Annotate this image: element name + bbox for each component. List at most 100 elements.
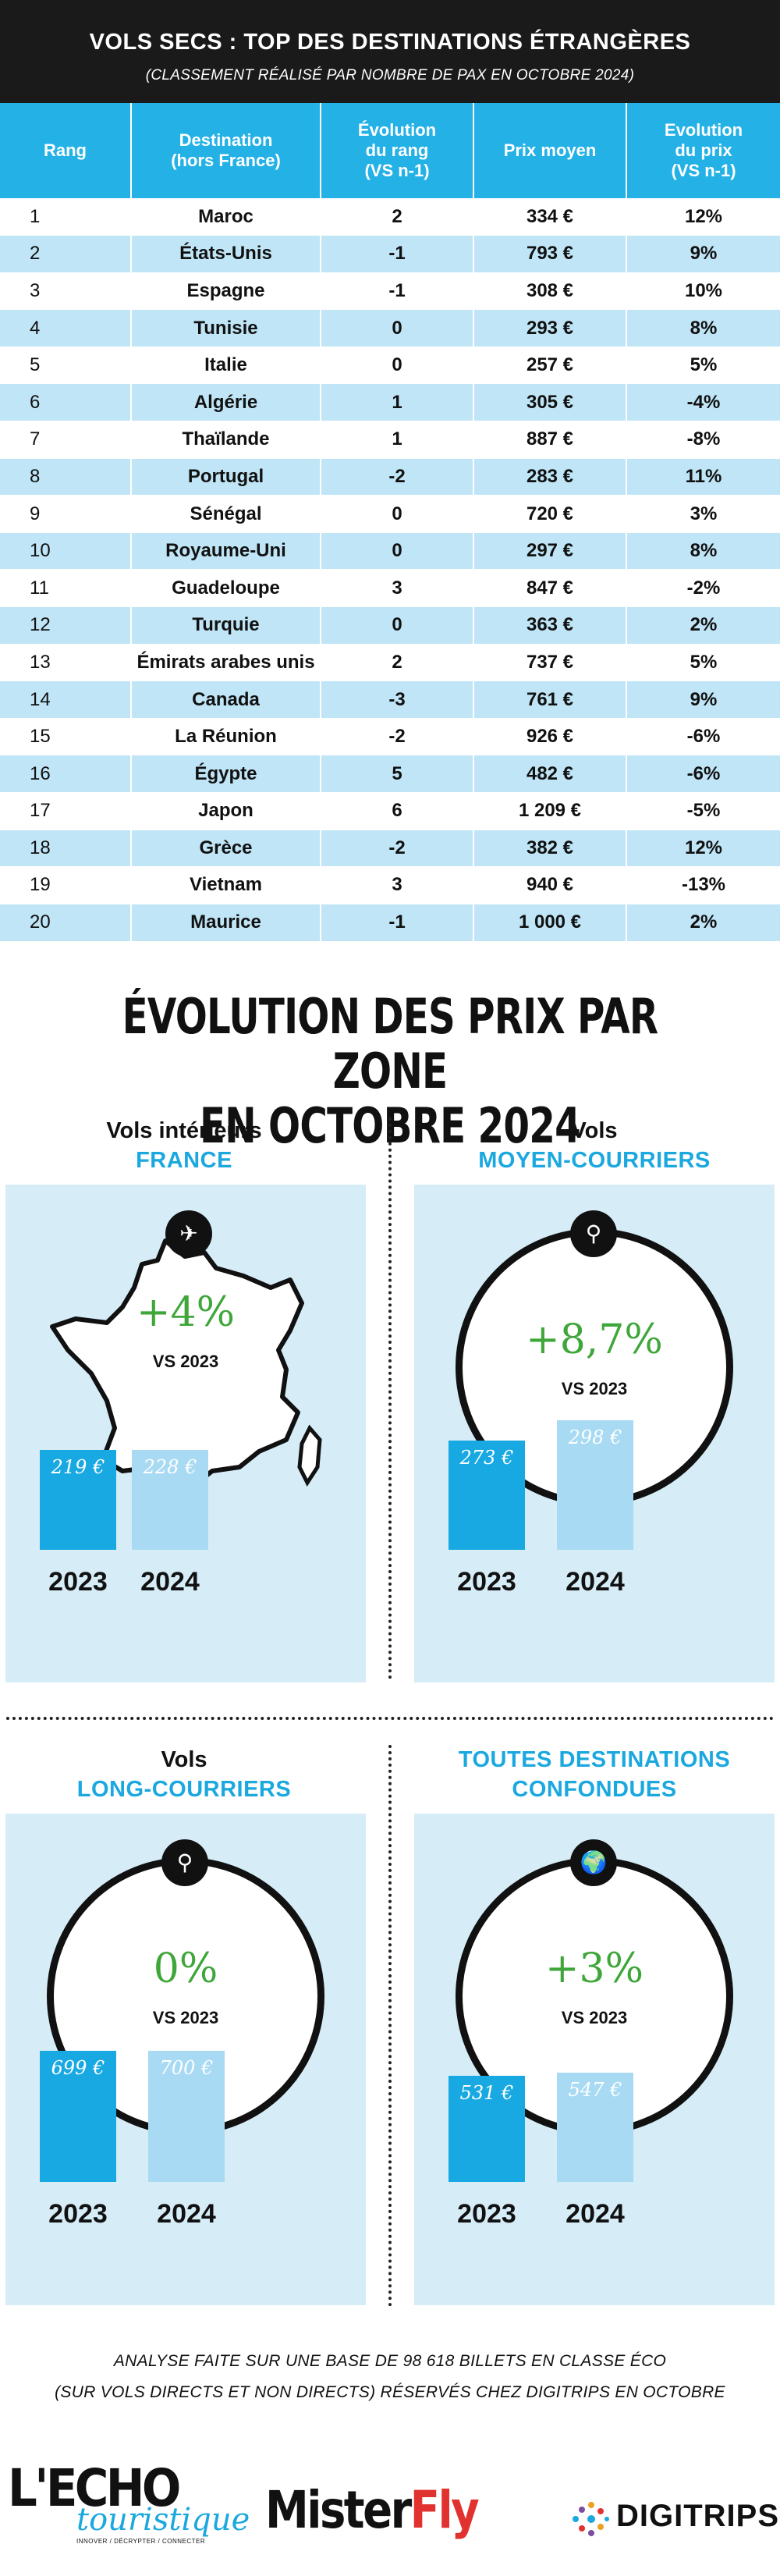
digitrips-logo: DIGITRIPS — [566, 2489, 778, 2544]
table-cell: Maurice — [131, 903, 321, 941]
footnote-line2: (SUR VOLS DIRECTS ET NON DIRECTS) RÉSERV… — [55, 2383, 725, 2401]
table-cell: 3 — [321, 866, 474, 904]
table-cell: 0 — [321, 309, 474, 347]
change-percent: 0% — [153, 1945, 218, 1992]
destinations-table: Rang Destination (hors France) Évolution d… — [0, 103, 780, 941]
table-cell: 2 — [0, 235, 132, 273]
header-title: VOLS SECS : TOP DES DESTINATIONS ÉTRANGÈ… — [89, 30, 691, 55]
bar-2023: 219 € — [40, 1450, 116, 1550]
vs-label: VS 2023 — [152, 1352, 219, 1371]
table-cell: 20 — [0, 903, 132, 941]
table-cell: 3 — [321, 569, 474, 607]
table-cell: 2 — [321, 197, 474, 236]
table-cell: 8% — [626, 531, 780, 570]
table-cell: 482 € — [473, 755, 627, 793]
vertical-divider-top — [388, 1117, 392, 1679]
bar-value-label: 531 € — [459, 2082, 514, 2104]
table-row: 7 Thaïlande 1 887 € -8% — [0, 421, 780, 459]
table-cell: 8% — [626, 309, 780, 347]
echo-logo-tagline: INNOVER / DÉCRYPTER / CONNECTER — [76, 2538, 206, 2545]
column-header: Évolution du rang (VS n-1) — [321, 103, 474, 198]
table-cell: Grèce — [131, 829, 321, 867]
vertical-divider-bottom — [388, 1745, 392, 2307]
table-cell: 5% — [626, 643, 780, 681]
bar-2023: 273 € — [448, 1441, 525, 1550]
panel-label-accent: MOYEN-COURRIERS — [478, 1148, 711, 1173]
panel-label-medium-haul: Vols MOYEN-COURRIERS — [415, 1116, 774, 1175]
table-row: 1 Maroc 2 334 €12% — [0, 197, 780, 236]
table-cell: -2 — [321, 829, 474, 867]
table-cell: 761 € — [473, 680, 627, 719]
bar-value-label: 228 € — [143, 1456, 197, 1478]
table-cell: 13 — [0, 643, 132, 681]
bar-value-label: 547 € — [568, 2079, 622, 2101]
world-map-icon: 🌍 — [570, 1839, 617, 1886]
footnote: ANALYSE FAITE SUR UNE BASE DE 98 618 BIL… — [0, 2346, 780, 2408]
table-cell: Émirats arabes unis — [131, 643, 321, 681]
table-cell: -1 — [321, 903, 474, 941]
digitrips-dots-icon — [573, 2502, 609, 2536]
table-cell: 847 € — [473, 569, 627, 607]
table-cell: 293 € — [473, 309, 627, 347]
panel-long-haul: 0% VS 2023 ⚲ 699 € 2023 700 € 2024 — [5, 1814, 366, 2305]
panel-label-long-haul: Vols LONG-COURRIERS — [5, 1745, 363, 1804]
bar-2024: 700 € — [148, 2051, 225, 2182]
table-row: 17 Japon 6 1 209 € -5% — [0, 792, 780, 830]
table-cell: 0 — [321, 495, 474, 533]
table-cell: Tunisie — [131, 309, 321, 347]
year-label: 2024 — [566, 1567, 625, 1597]
column-header: Rang — [0, 103, 132, 198]
table-row: 12 Turquie 0 363 €2% — [0, 606, 780, 645]
table-cell: 19 — [0, 866, 132, 904]
bar-2023: 699 € — [40, 2051, 116, 2182]
table-cell: 3 — [0, 272, 132, 310]
change-percent: +4% — [136, 1289, 236, 1336]
table-cell: Sénégal — [131, 495, 321, 533]
bar-2024: 547 € — [557, 2073, 633, 2182]
table-row: 10 Royaume-Uni 0 297 €8% — [0, 531, 780, 570]
table-cell: 1 — [0, 197, 132, 236]
table-cell: La Réunion — [131, 717, 321, 755]
table-row: 9 Sénégal 0 720 €3% — [0, 495, 780, 533]
bar-value-label: 700 € — [159, 2057, 214, 2079]
echo-logo-main: L'ECHO — [8, 2458, 181, 2518]
table-cell: Portugal — [131, 457, 321, 496]
table-cell: 940 € — [473, 866, 627, 904]
table-cell: 10% — [626, 272, 780, 310]
table-cell: 8 — [0, 457, 132, 496]
table-cell: -5% — [626, 792, 780, 830]
table-cell: 308 € — [473, 272, 627, 310]
table-cell: 12% — [626, 197, 780, 236]
table-row: 16 Égypte 5 482 € -6% — [0, 755, 780, 793]
panel-label-accent: FRANCE — [136, 1148, 232, 1173]
misterfly-logo: MisterFly — [265, 2480, 480, 2540]
table-row: 20 Maurice -1 1 000 €2% — [0, 903, 780, 941]
table-cell: 1 — [321, 421, 474, 459]
table-cell: 9 — [0, 495, 132, 533]
table-row: 3 Espagne -1 308 €10% — [0, 272, 780, 310]
table-cell: 1 — [321, 383, 474, 421]
table-cell: 2 — [321, 643, 474, 681]
vs-label: VS 2023 — [152, 2008, 219, 2027]
table-cell: 737 € — [473, 643, 627, 681]
table-cell: 18 — [0, 829, 132, 867]
table-row: 8 Portugal -2 283 €11% — [0, 457, 780, 496]
table-cell: 14 — [0, 680, 132, 719]
table-cell: 16 — [0, 755, 132, 793]
bar-value-label: 273 € — [459, 1447, 514, 1469]
change-percent: +8,7% — [526, 1316, 663, 1363]
misterfly-logo-mister: Mister — [265, 2480, 412, 2540]
table-row: 6 Algérie 1 305 € -4% — [0, 383, 780, 421]
panel-label-accent-line2: CONFONDUES — [512, 1777, 677, 1802]
bar-2024: 298 € — [557, 1420, 633, 1550]
echo-logo-script: touristique — [76, 2502, 250, 2538]
route-pin-icon: ⚲ — [161, 1839, 208, 1886]
table-cell: 1 000 € — [473, 903, 627, 941]
table-cell: 15 — [0, 717, 132, 755]
table-cell: -1 — [321, 272, 474, 310]
panel-label-accent-line1: TOUTES DESTINATIONS — [458, 1747, 731, 1772]
table-row: 13 Émirats arabes unis 2 737 €5% — [0, 643, 780, 681]
table-cell: -2 — [321, 457, 474, 496]
table-cell: 257 € — [473, 346, 627, 384]
table-cell: -6% — [626, 755, 780, 793]
